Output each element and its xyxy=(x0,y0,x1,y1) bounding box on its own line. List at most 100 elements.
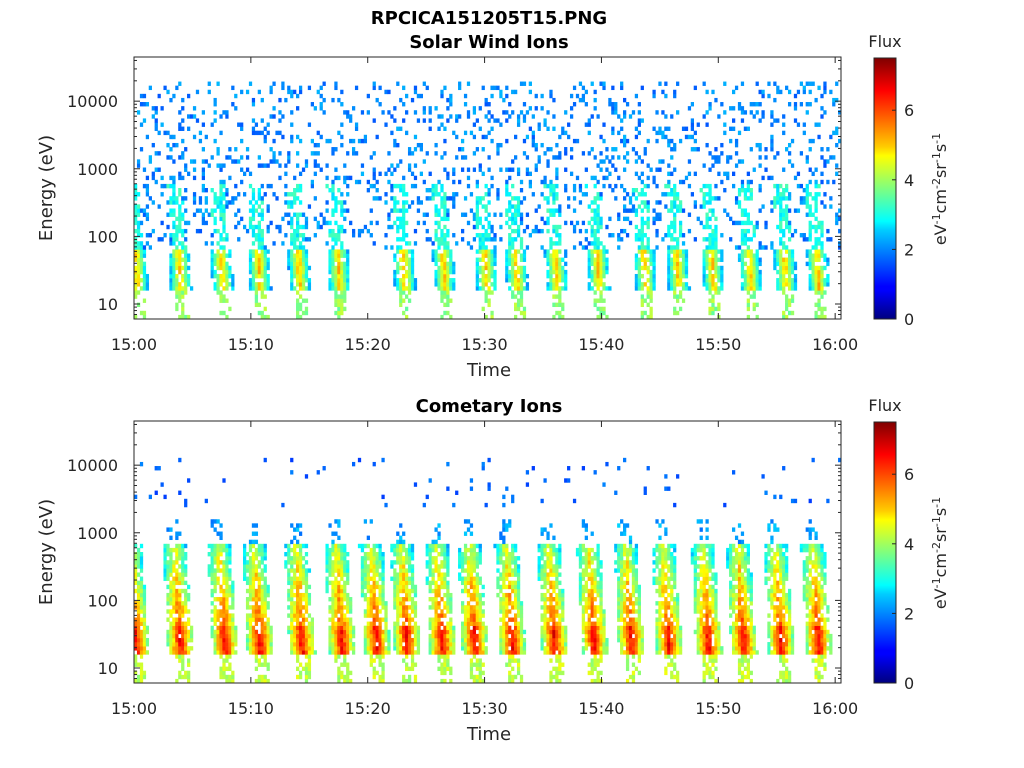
heatmap-cell xyxy=(561,257,565,262)
heatmap-cell xyxy=(708,188,712,193)
heatmap-cell xyxy=(405,220,409,226)
heatmap-cell xyxy=(240,126,244,131)
heatmap-cell xyxy=(487,237,491,242)
heatmap-cell xyxy=(266,637,270,643)
heatmap-cell xyxy=(337,282,341,287)
heatmap-cell xyxy=(360,171,365,177)
heatmap-cell xyxy=(181,126,185,131)
heatmap-cell xyxy=(667,192,671,197)
heatmap-cell xyxy=(670,147,674,152)
heatmap-cell xyxy=(136,646,141,651)
heatmap-cell xyxy=(251,646,256,651)
heatmap-cell xyxy=(484,228,488,234)
heatmap-cell xyxy=(213,257,217,262)
heatmap-cell xyxy=(337,650,341,655)
heatmap-cell xyxy=(184,208,188,213)
heatmap-cell xyxy=(337,314,341,319)
heatmap-cell xyxy=(593,302,597,308)
heatmap-cell xyxy=(761,175,765,181)
heatmap-cell xyxy=(340,282,344,287)
heatmap-cell xyxy=(251,208,256,213)
heatmap-cell xyxy=(334,278,338,283)
heatmap-cell xyxy=(337,224,341,230)
heatmap-cell xyxy=(761,204,765,209)
heatmap-cell xyxy=(301,605,306,610)
heatmap-cell xyxy=(331,605,335,610)
heatmap-cell xyxy=(322,216,326,222)
heatmap-cell xyxy=(263,257,267,262)
heatmap-cell xyxy=(296,134,300,140)
heatmap-cell xyxy=(664,204,668,209)
heatmap-cell xyxy=(340,302,344,308)
heatmap-cell xyxy=(823,163,827,168)
heatmap-cell xyxy=(785,261,789,267)
heatmap-cell xyxy=(758,245,762,250)
colorbar-tick-label: 0 xyxy=(904,310,914,329)
heatmap-cell xyxy=(575,220,580,226)
heatmap-cell xyxy=(440,265,444,271)
heatmap-cell xyxy=(219,245,223,250)
heatmap-cell xyxy=(225,261,229,267)
heatmap-cell xyxy=(572,196,577,201)
heatmap-cell xyxy=(328,286,332,291)
heatmap-cell xyxy=(266,278,270,283)
heatmap-cell xyxy=(782,282,786,287)
heatmap-cell xyxy=(343,613,347,618)
heatmap-cell xyxy=(340,298,344,303)
x-tick-label: 16:00 xyxy=(812,335,858,354)
heatmap-cell xyxy=(372,552,376,557)
heatmap-cell xyxy=(296,163,300,168)
heatmap-cell xyxy=(210,122,214,127)
heatmap-cell xyxy=(652,208,656,213)
heatmap-cell xyxy=(405,314,409,319)
heatmap-cell xyxy=(631,110,636,115)
heatmap-cell xyxy=(434,228,438,234)
heatmap-cell xyxy=(298,249,303,254)
heatmap-cell xyxy=(266,678,270,683)
heatmap-cell xyxy=(493,118,497,123)
heatmap-cell xyxy=(649,253,653,258)
heatmap-cell xyxy=(340,278,344,283)
heatmap-cell xyxy=(184,572,188,577)
heatmap-cell xyxy=(552,265,556,271)
heatmap-cell xyxy=(552,183,556,189)
heatmap-cell xyxy=(708,192,712,197)
heatmap-cell xyxy=(552,228,556,234)
heatmap-cell xyxy=(222,568,226,573)
heatmap-cell xyxy=(136,625,141,631)
heatmap-cell xyxy=(655,200,659,205)
heatmap-cell xyxy=(508,249,512,254)
heatmap-cell xyxy=(260,629,264,635)
heatmap-cell xyxy=(219,670,223,676)
heatmap-cell xyxy=(343,617,347,622)
heatmap-cell xyxy=(407,261,412,267)
heatmap-cell xyxy=(178,556,182,561)
heatmap-cell xyxy=(652,126,656,131)
heatmap-cell xyxy=(354,126,359,131)
heatmap-cell xyxy=(387,110,391,115)
heatmap-cell xyxy=(640,314,644,319)
heatmap-cell xyxy=(366,568,370,573)
heatmap-cell xyxy=(351,629,356,635)
heatmap-cell xyxy=(319,212,323,217)
heatmap-cell xyxy=(169,196,173,201)
heatmap-cell xyxy=(475,208,479,213)
heatmap-cell xyxy=(484,183,488,189)
heatmap-cell xyxy=(546,196,550,201)
heatmap-cell xyxy=(676,310,680,316)
heatmap-cell xyxy=(304,670,309,676)
heatmap-cell xyxy=(181,175,185,181)
heatmap-cell xyxy=(708,224,712,230)
heatmap-cell xyxy=(178,588,182,594)
heatmap-cell xyxy=(726,171,730,177)
heatmap-cell xyxy=(596,224,600,230)
heatmap-cell xyxy=(184,588,188,594)
heatmap-cell xyxy=(755,142,759,148)
heatmap-cell xyxy=(334,282,338,287)
heatmap-cell xyxy=(301,556,306,561)
heatmap-cell xyxy=(346,175,350,181)
heatmap-cell xyxy=(251,188,256,193)
heatmap-cell xyxy=(290,93,294,99)
heatmap-cell xyxy=(384,89,388,95)
heatmap-cell xyxy=(749,294,753,299)
